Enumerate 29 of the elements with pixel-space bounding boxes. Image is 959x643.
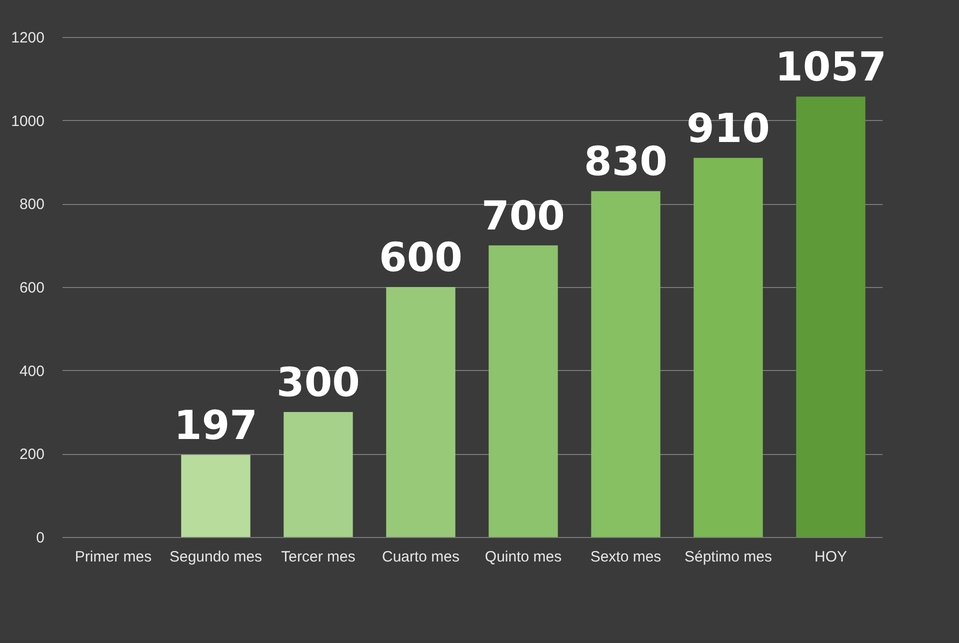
x-tick-label: HOY: [814, 548, 848, 566]
bar: [591, 191, 660, 537]
bar: [181, 454, 250, 537]
data-label: 300: [276, 360, 360, 406]
y-tick-label: 0: [36, 530, 44, 546]
x-tick-label: Quinto mes: [484, 548, 562, 566]
data-label: 600: [379, 235, 462, 281]
bar: [284, 412, 353, 537]
y-tick-label: 200: [19, 446, 44, 464]
bar: [694, 158, 763, 537]
y-tick-label: 1200: [11, 30, 44, 46]
y-tick-label: 400: [19, 362, 44, 380]
x-tick-label: Primer mes: [74, 548, 152, 566]
y-tick-label: 600: [19, 280, 44, 296]
x-tick-label: Sexto mes: [590, 548, 662, 566]
data-label: 700: [482, 193, 565, 240]
data-label: 830: [584, 139, 668, 186]
x-tick-label: Cuarto mes: [382, 548, 460, 566]
data-label: 197: [174, 402, 258, 449]
x-tick-label: Séptimo mes: [684, 548, 772, 566]
bar: [488, 245, 558, 537]
y-tick-label: 800: [19, 196, 44, 214]
y-tick-label: 1000: [11, 112, 44, 130]
bar: [386, 287, 456, 537]
bar: [796, 96, 866, 537]
x-tick-label: Segundo mes: [169, 548, 262, 566]
x-tick-label: Tercer mes: [281, 548, 356, 566]
data-label: 1057: [775, 44, 886, 91]
data-label: 910: [686, 106, 770, 152]
